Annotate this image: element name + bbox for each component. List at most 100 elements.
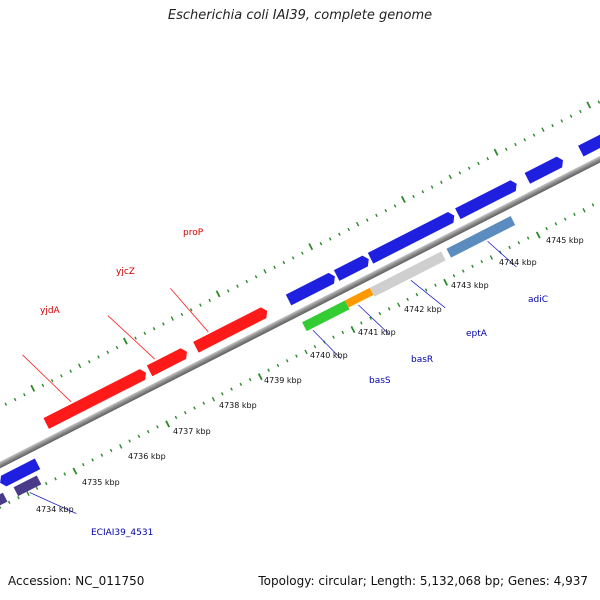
inner-tick [471, 264, 474, 268]
outer-tick [199, 303, 202, 307]
inner-tick [406, 297, 409, 302]
outer-tick [152, 327, 156, 331]
inner-tick [72, 467, 78, 475]
label-basR[interactable]: basR [411, 355, 433, 365]
inner-tick [156, 425, 159, 429]
inner-tick [91, 458, 94, 462]
outer-tick [143, 331, 147, 336]
inner-tick [443, 278, 449, 286]
gene-adiC[interactable] [446, 216, 516, 258]
gene-fwd-blue-1[interactable] [285, 271, 338, 306]
outer-tick [273, 265, 276, 269]
gene-fwd-blue-3[interactable] [367, 210, 457, 264]
outer-tick [282, 260, 286, 265]
outer-tick [532, 133, 536, 137]
outer-tick [215, 290, 221, 298]
tick-label-4736: 4736 kbp [128, 452, 166, 461]
outer-tick [477, 161, 480, 166]
inner-tick [313, 344, 317, 349]
label-proP[interactable]: proP [183, 228, 204, 238]
inner-tick-row [0, 203, 595, 509]
outer-tick [170, 316, 174, 321]
tick-label-4745: 4745 kbp [546, 236, 584, 245]
gene-labels[interactable]: yjdA yjcZ proP basS basR eptA adiC ECIAI… [40, 228, 548, 538]
inner-tick [397, 302, 401, 308]
tick-label-4740: 4740 kbp [310, 351, 348, 360]
label-adiC[interactable]: adiC [528, 295, 548, 305]
inner-tick [350, 325, 356, 334]
inner-tick [415, 293, 419, 297]
inner-tick [109, 448, 113, 453]
gene-yjcZ[interactable] [146, 346, 190, 377]
outer-tick [384, 208, 388, 213]
reverse-strand [0, 216, 516, 488]
genome-backbone [0, 126, 600, 486]
inner-tick [230, 387, 233, 391]
outer-tick [226, 289, 230, 293]
inner-tick [17, 496, 20, 500]
inner-tick [285, 359, 289, 363]
inner-tick [452, 274, 456, 278]
label-yjdA[interactable]: yjdA [40, 306, 61, 316]
outer-tick [115, 345, 119, 350]
inner-tick [174, 415, 178, 420]
label-ECIAI39_4531[interactable]: ECIAI39_4531 [91, 528, 153, 538]
outer-tick [551, 123, 554, 128]
inner-tick [193, 406, 196, 410]
tick-label-4735: 4735 kbp [82, 478, 120, 487]
inner-tick [35, 486, 39, 490]
outer-tick [375, 213, 378, 218]
gene-purple-1[interactable] [0, 492, 8, 511]
inner-tick [128, 439, 131, 443]
outer-tick [579, 109, 582, 114]
gene-eptA[interactable] [369, 251, 446, 297]
inner-tick [480, 259, 484, 264]
genome-summary-text: Topology: circular; Length: 5,132,068 bp… [258, 574, 588, 588]
outer-tick [23, 393, 26, 397]
inner-tick [489, 255, 494, 260]
gene-fwd-blue-6[interactable] [578, 126, 600, 157]
inner-tick [304, 349, 308, 355]
third-track [0, 475, 42, 511]
outer-tick [69, 369, 73, 373]
inner-tick [0, 505, 2, 509]
gene-basR[interactable] [344, 287, 374, 308]
outer-tick [393, 204, 397, 208]
inner-tick [563, 217, 567, 221]
inner-tick [526, 236, 530, 240]
outer-tick [328, 237, 332, 241]
label-yjcZ[interactable]: yjcZ [116, 267, 135, 277]
inner-tick [573, 212, 576, 217]
inner-tick [554, 222, 558, 226]
gene-fwd-blue-2[interactable] [333, 254, 372, 281]
outer-tick [189, 308, 193, 312]
tick-labels: 4734 kbp 4735 kbp 4736 kbp 4737 kbp 4738… [36, 236, 584, 514]
tick-label-4734: 4734 kbp [36, 505, 74, 514]
outer-tick [291, 256, 295, 260]
outer-tick-row [4, 100, 600, 406]
gene-proP[interactable] [193, 306, 270, 353]
outer-tick [486, 157, 490, 161]
inner-tick [165, 420, 171, 428]
outer-tick [493, 148, 499, 156]
gene-ECIAI39_4531[interactable] [0, 458, 41, 488]
gene-yjdA[interactable] [43, 367, 148, 429]
outer-tick [560, 119, 564, 123]
label-basS[interactable]: basS [369, 376, 391, 386]
inner-tick [202, 401, 206, 405]
outer-tick [245, 279, 249, 284]
outer-tick [60, 374, 63, 378]
label-eptA[interactable]: eptA [466, 329, 488, 339]
outer-tick [180, 312, 184, 317]
outer-tick [208, 298, 212, 303]
inner-tick [341, 330, 345, 335]
outer-tick [541, 127, 545, 133]
gene-fwd-blue-4[interactable] [455, 178, 519, 220]
inner-tick [221, 392, 224, 396]
tick-label-4738: 4738 kbp [219, 401, 257, 410]
inner-tick [387, 307, 391, 311]
gene-fwd-blue-5[interactable] [524, 155, 566, 184]
gene-basS[interactable] [302, 300, 350, 332]
gene-purple-2[interactable] [13, 475, 42, 497]
